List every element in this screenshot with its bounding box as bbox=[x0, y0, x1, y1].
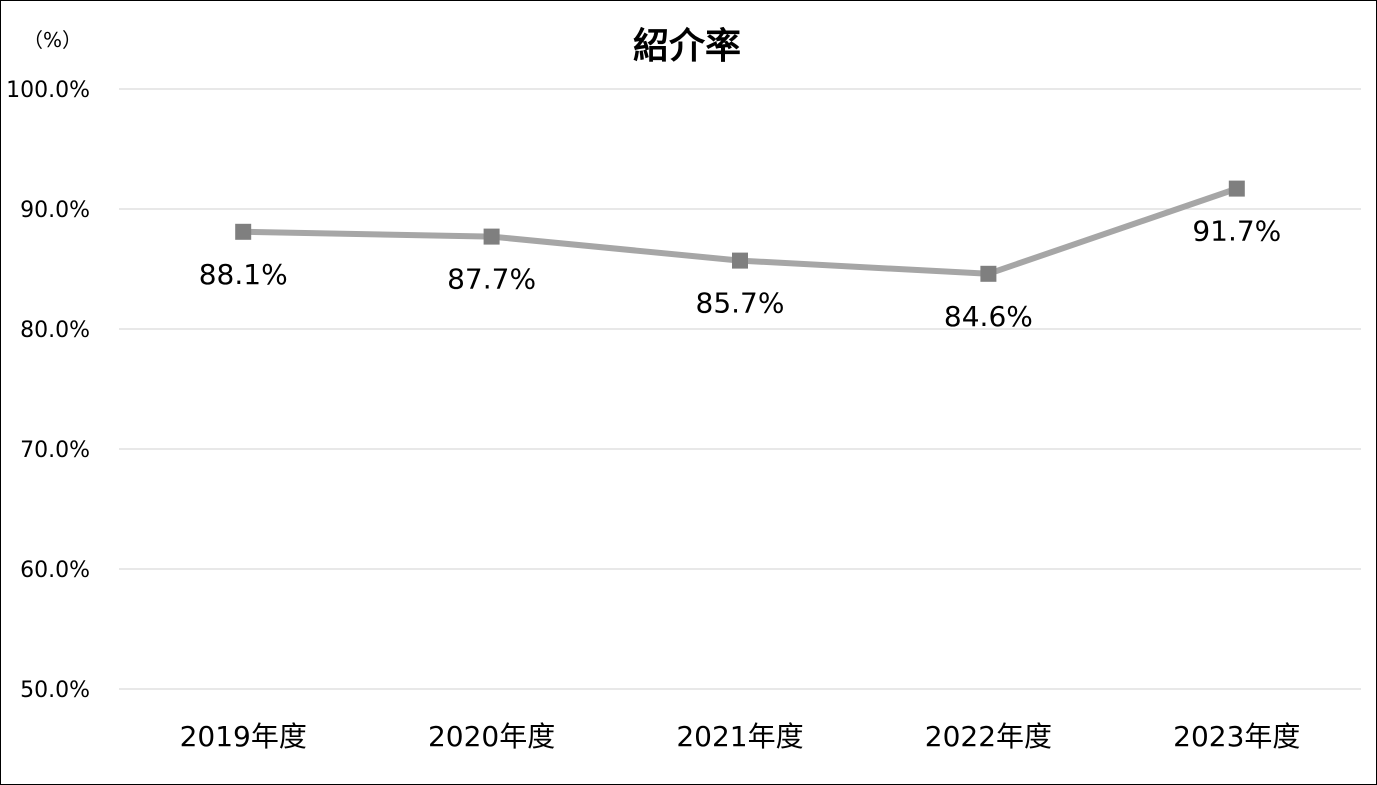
x-tick-label: 2020年度 bbox=[428, 720, 555, 753]
data-label: 91.7% bbox=[1192, 215, 1281, 248]
y-tick-label: 60.0% bbox=[20, 558, 90, 583]
y-tick-label: 80.0% bbox=[20, 318, 90, 343]
data-label: 87.7% bbox=[447, 263, 536, 296]
x-tick-label: 2022年度 bbox=[925, 720, 1052, 753]
data-point-marker bbox=[235, 223, 252, 240]
data-label: 84.6% bbox=[944, 300, 1033, 333]
y-tick-label: 50.0% bbox=[20, 678, 90, 703]
y-tick-label: 90.0% bbox=[20, 198, 90, 223]
x-tick-label: 2019年度 bbox=[180, 720, 307, 753]
y-axis-tick-labels: 100.0% 90.0% 80.0% 70.0% 60.0% 50.0% bbox=[6, 78, 90, 703]
y-tick-label: 100.0% bbox=[6, 78, 90, 103]
data-point-marker bbox=[1228, 180, 1245, 197]
y-unit-label: （%） bbox=[23, 28, 82, 52]
x-axis-tick-labels: 2019年度 2020年度 2021年度 2022年度 2023年度 bbox=[180, 720, 1301, 753]
data-label: 85.7% bbox=[696, 287, 785, 320]
x-tick-label: 2023年度 bbox=[1173, 720, 1300, 753]
data-point-marker bbox=[980, 265, 997, 282]
data-point-marker bbox=[732, 252, 748, 269]
series-layer bbox=[235, 180, 1245, 282]
x-tick-label: 2021年度 bbox=[676, 720, 803, 753]
y-tick-label: 70.0% bbox=[20, 438, 90, 463]
data-labels: 88.1% 87.7% 85.7% 84.6% 91.7% bbox=[199, 215, 1282, 333]
chart-title: 紹介率 bbox=[633, 26, 741, 67]
data-point-marker bbox=[483, 228, 500, 245]
data-label: 88.1% bbox=[199, 258, 288, 291]
gridlines bbox=[119, 88, 1361, 690]
